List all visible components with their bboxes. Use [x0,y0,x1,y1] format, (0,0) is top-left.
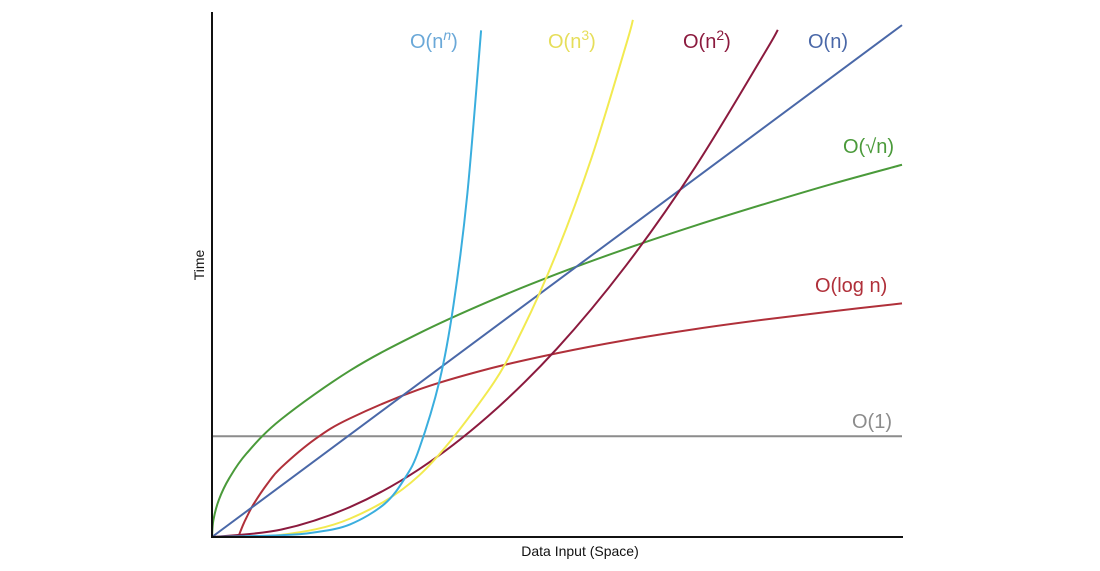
x-axis-label: Data Input (Space) [521,543,639,559]
y-axis-label: Time [191,249,207,280]
series-line-o-n [211,163,903,538]
series-label: O(n3) [548,27,596,53]
series-label: O(nn) [410,27,458,53]
series-line-o-n [211,24,903,538]
series-label-tail: ) [589,31,596,53]
series-label-superscript: 2 [716,27,724,43]
series-line-o-n [211,30,483,538]
series-label-base: O(n [548,31,581,53]
series-label: O(n) [808,31,848,53]
series-line-o-log-n [237,302,903,538]
series-label: O(√n) [843,136,894,158]
series-line-o-n [211,19,634,538]
series-label-base: O(1) [852,411,892,433]
series-label: O(n2) [683,27,731,53]
series-label-superscript: n [443,27,451,43]
series-label-base: O(n) [808,31,848,53]
series-label-tail: ) [451,31,458,53]
series-label-superscript: 3 [581,27,589,43]
series-label-base: O(√n) [843,136,894,158]
series-label-base: O(n [410,31,443,53]
series-line-o-n [211,29,779,538]
series-label-base: O(log n) [815,275,887,297]
series-label-base: O(n [683,31,716,53]
series-label: O(1) [852,411,892,433]
series-labels: O(1)O(log n)O(√n)O(n)O(n2)O(n3)O(nn) [410,27,894,433]
series-label-tail: ) [724,31,731,53]
series-label: O(log n) [815,275,887,297]
series-lines [211,19,903,538]
